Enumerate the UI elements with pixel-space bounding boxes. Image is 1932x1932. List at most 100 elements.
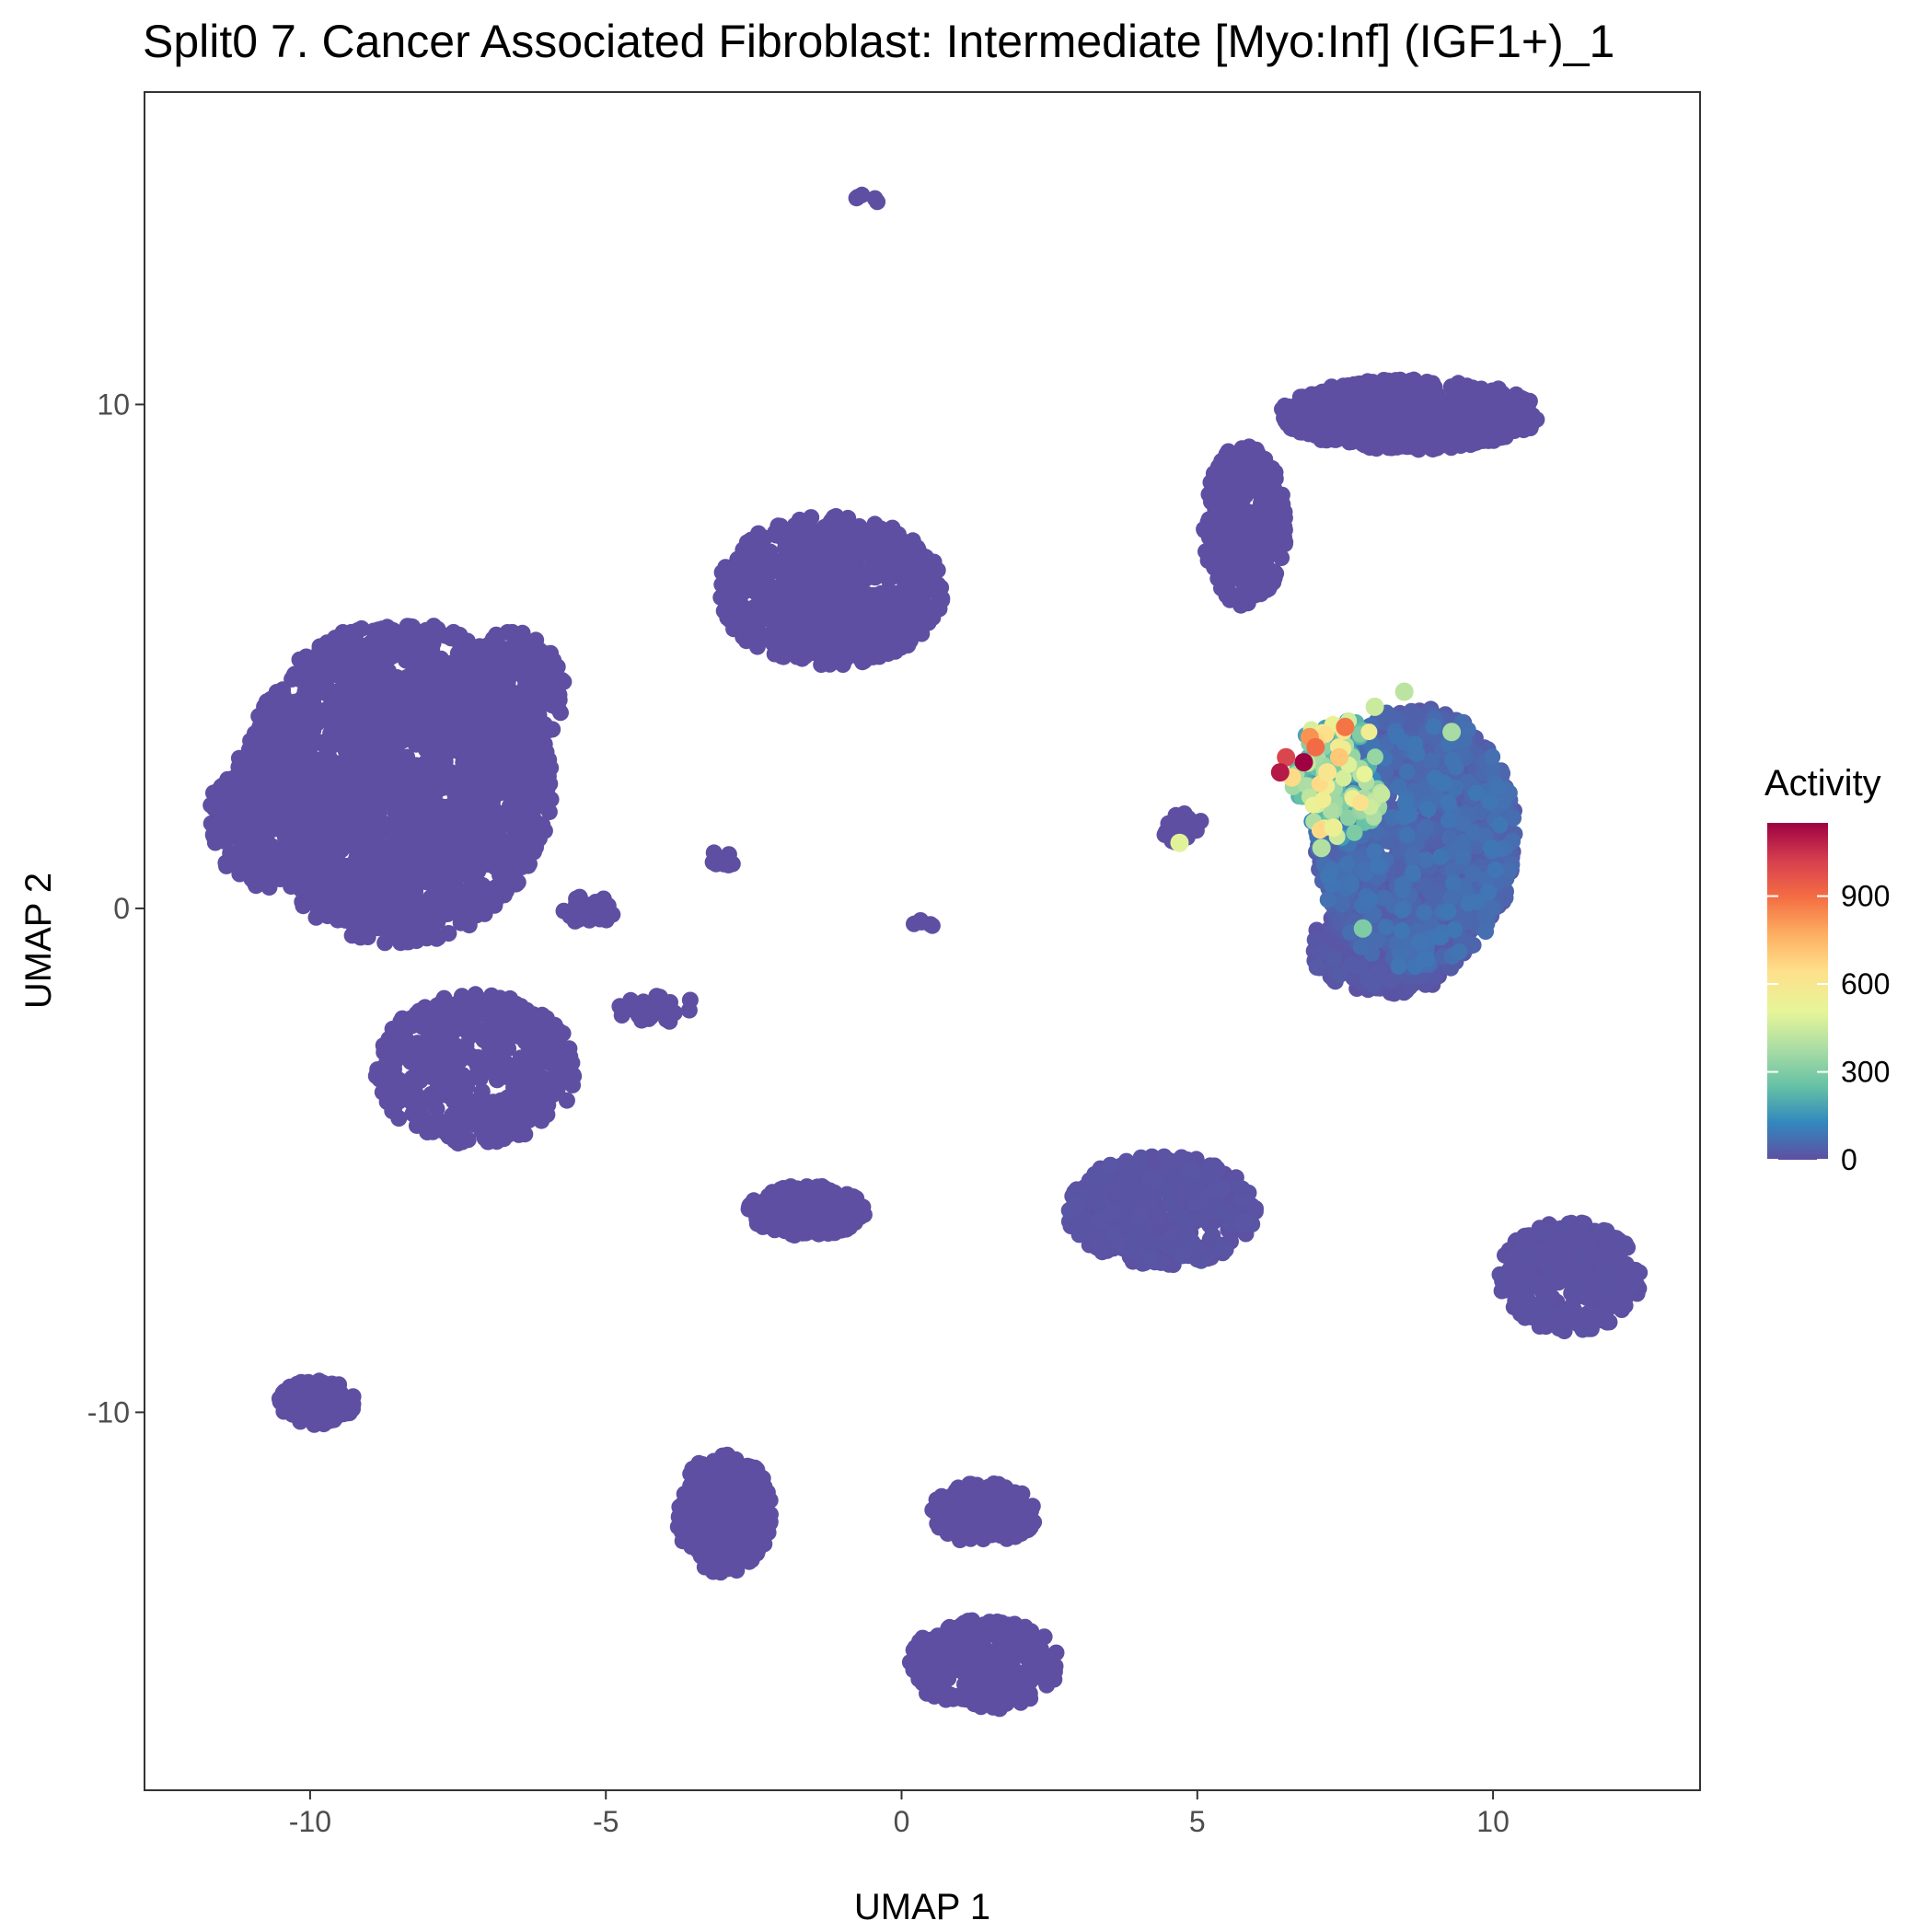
- data-point-c1d: [543, 697, 561, 714]
- data-point-c1: [353, 685, 369, 702]
- data-point-c3a: [1491, 424, 1509, 442]
- data-point-c1b: [460, 995, 478, 1012]
- data-point-c5: [300, 1375, 318, 1393]
- data-point-c1: [476, 788, 493, 805]
- data-point-c1b: [515, 1022, 532, 1039]
- data-point-c1: [410, 647, 427, 665]
- data-point-c2: [741, 564, 758, 582]
- data-point-c1b: [536, 1010, 553, 1026]
- data-point-c1d: [484, 631, 502, 648]
- data-point-c1b: [492, 989, 509, 1007]
- data-point-c1b: [519, 1083, 536, 1100]
- data-point-c1b: [414, 1114, 432, 1131]
- data-point-c1: [329, 879, 346, 897]
- data-point-c1b: [554, 1024, 572, 1042]
- data-point-c1: [396, 790, 413, 806]
- data-point-c1: [450, 741, 468, 758]
- data-point-c1: [341, 715, 359, 733]
- data-point-c1: [521, 855, 538, 873]
- data-point-c3a: [1449, 397, 1466, 414]
- data-point-c1b: [399, 1076, 416, 1093]
- data-point-c1b: [375, 1072, 392, 1090]
- data-point-c1: [524, 837, 541, 853]
- data-point-c1d: [542, 667, 560, 684]
- data-point-c3a: [1408, 406, 1426, 423]
- data-point-c3a: [1331, 387, 1348, 404]
- data-point-c1: [498, 883, 515, 899]
- data-point-c3a: [1333, 405, 1350, 422]
- data-point-c1d: [544, 721, 561, 738]
- data-point-c1b: [479, 1001, 495, 1018]
- data-point-c1c: [282, 864, 299, 882]
- data-point-c2: [788, 648, 805, 665]
- data-point-c1: [519, 772, 537, 790]
- data-point-c1b: [384, 1103, 401, 1120]
- data-point-c1: [399, 867, 416, 885]
- data-point-c5: [276, 1402, 294, 1419]
- data-point-c3b: [1203, 493, 1220, 511]
- data-point-c1d: [458, 659, 476, 677]
- data-point-c3a: [1350, 418, 1368, 435]
- data-point-c3a: [1276, 397, 1293, 414]
- data-point-c1c: [278, 840, 295, 858]
- data-point-c3b: [1224, 519, 1242, 537]
- data-point-c1: [314, 702, 331, 720]
- data-point-c1: [449, 630, 467, 647]
- data-point-c2: [842, 573, 860, 589]
- data-point-c1: [328, 698, 345, 715]
- data-point-c1: [505, 851, 523, 869]
- data-point-c1: [485, 766, 503, 783]
- data-point-c1: [319, 679, 337, 697]
- data-point-c1c: [256, 835, 272, 852]
- data-point-c2: [920, 614, 937, 631]
- data-point-c1: [317, 889, 334, 907]
- data-point-c2: [931, 587, 948, 605]
- data-point-c1: [372, 812, 389, 829]
- data-point-c1: [454, 819, 471, 837]
- data-point-c1d: [497, 661, 515, 678]
- data-point-c1c: [248, 775, 265, 792]
- data-point-c1: [313, 905, 330, 922]
- data-point-c2: [832, 646, 850, 664]
- data-point-c1b: [428, 997, 445, 1014]
- data-point-c1: [385, 623, 401, 640]
- data-point-c1b: [510, 1126, 527, 1143]
- data-point-c1: [413, 789, 431, 806]
- data-point-c2: [721, 600, 738, 618]
- data-point-c1b: [539, 1096, 557, 1114]
- data-point-c1c: [260, 739, 278, 757]
- data-point-c5: [321, 1412, 339, 1429]
- data-point-c5: [340, 1393, 356, 1410]
- data-point-c1: [368, 677, 386, 694]
- data-point-c1: [428, 628, 445, 645]
- data-point-c1c: [204, 826, 222, 843]
- data-point-c1: [445, 723, 462, 740]
- data-point-c3a: [1517, 398, 1533, 415]
- data-point-c2: [854, 584, 872, 601]
- data-point-c1b: [385, 1039, 402, 1057]
- data-point-c1: [482, 854, 500, 872]
- data-point-c2: [903, 551, 920, 569]
- data-point-c2: [837, 631, 854, 648]
- data-point-c1: [364, 776, 382, 793]
- data-point-c2: [881, 570, 898, 587]
- data-point-c1c: [280, 789, 297, 805]
- data-point-c1c: [226, 851, 244, 869]
- data-point-c1: [430, 805, 447, 823]
- data-point-c1: [357, 792, 374, 810]
- data-point-c1b: [491, 1115, 508, 1132]
- data-point-c1: [456, 888, 473, 906]
- data-point-c5: [322, 1393, 340, 1410]
- data-point-c1b: [429, 1065, 446, 1082]
- data-point-c1c: [226, 791, 243, 808]
- data-point-c1: [477, 755, 494, 772]
- data-point-c1b: [484, 1017, 502, 1035]
- data-point-c1d: [517, 685, 535, 702]
- data-point-c2: [882, 589, 899, 607]
- data-point-c3b: [1261, 502, 1278, 518]
- data-point-c2: [725, 571, 743, 588]
- data-point-c1: [379, 664, 397, 681]
- data-point-c1: [375, 757, 391, 774]
- data-point-c1b: [553, 1064, 571, 1082]
- data-point-c1b: [448, 1059, 466, 1076]
